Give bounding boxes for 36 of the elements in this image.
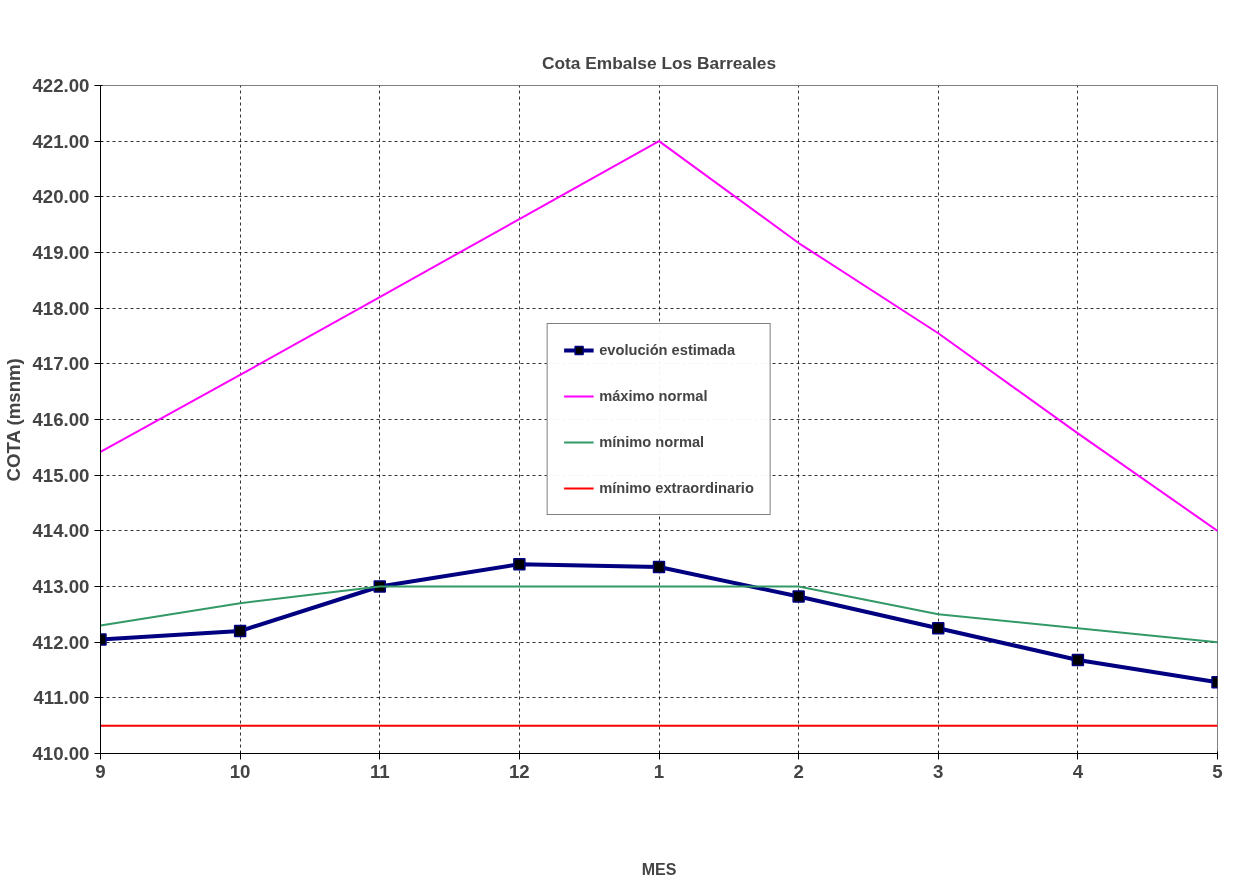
x-tick-label: 2 — [793, 760, 804, 782]
x-tick-label: 11 — [369, 760, 390, 782]
x-tick-label: 9 — [95, 760, 106, 782]
y-tick-label: 414.00 — [32, 520, 90, 542]
point — [233, 624, 247, 638]
y-tick-label: 422.00 — [32, 75, 90, 96]
x-tick-label: 10 — [229, 760, 251, 782]
y-axis-title: COTA (msnm) — [3, 358, 25, 482]
legend-label: mínimo normal — [599, 434, 705, 450]
point — [932, 622, 945, 635]
legend-label: evolución estimada — [599, 342, 736, 358]
y-tick-label: 420.00 — [32, 186, 90, 208]
y-tick-label: 418.00 — [32, 297, 90, 319]
legend-label: mínimo extraordinario — [599, 480, 754, 496]
y-tick-label: 419.00 — [32, 242, 90, 263]
point — [513, 557, 526, 571]
x-tick-label: 12 — [509, 760, 530, 782]
x-tick-label: 4 — [1072, 760, 1084, 782]
chart-title: Cota Embalse Los Barreales — [541, 53, 777, 73]
point — [1071, 653, 1085, 667]
y-tick-label: 415.00 — [32, 464, 90, 486]
y-tick-label: 421.00 — [32, 130, 90, 152]
x-axis-title: MES — [641, 860, 677, 878]
legend-label: máximo normal — [599, 388, 708, 404]
x-tick-label: 5 — [1212, 760, 1223, 782]
y-tick-label: 416.00 — [32, 409, 90, 430]
y-tick-label: 413.00 — [32, 576, 90, 597]
point — [652, 560, 666, 574]
y-tick-label: 417.00 — [32, 353, 90, 375]
y-tick-label: 412.00 — [32, 631, 90, 653]
point — [792, 590, 805, 603]
y-tick-label: 411.00 — [33, 687, 90, 709]
line-series — [100, 140, 1218, 532]
x-tick-label: 3 — [933, 760, 944, 782]
x-tick-label: 1 — [653, 760, 665, 782]
y-tick-label: 410.00 — [32, 743, 90, 764]
